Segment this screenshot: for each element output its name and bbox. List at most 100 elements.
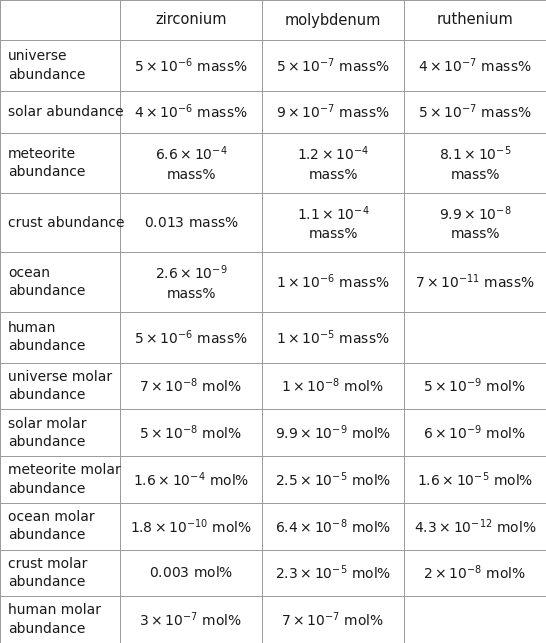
Bar — [120, 363, 262, 410]
Text: $2.5\times10^{-5}$ mol%: $2.5\times10^{-5}$ mol% — [275, 470, 391, 489]
Text: universe
abundance: universe abundance — [8, 50, 85, 82]
Bar — [262, 193, 404, 252]
Text: $1.6\times10^{-5}$ mol%: $1.6\times10^{-5}$ mol% — [417, 470, 533, 489]
Text: $2.3\times10^{-5}$ mol%: $2.3\times10^{-5}$ mol% — [275, 564, 391, 582]
Bar — [404, 91, 546, 134]
Bar — [262, 410, 404, 456]
Text: $4\times10^{-7}$ mass%: $4\times10^{-7}$ mass% — [418, 56, 532, 75]
Bar — [0, 503, 120, 550]
Bar — [262, 252, 404, 312]
Bar — [0, 550, 120, 596]
Bar — [120, 0, 262, 40]
Bar — [404, 456, 546, 503]
Bar — [404, 0, 546, 40]
Text: $1.2\times10^{-4}$
mass%: $1.2\times10^{-4}$ mass% — [297, 145, 369, 182]
Text: meteorite molar
abundance: meteorite molar abundance — [8, 464, 121, 496]
Text: universe molar
abundance: universe molar abundance — [8, 370, 112, 403]
Bar — [404, 410, 546, 456]
Bar — [404, 596, 546, 643]
Bar — [404, 40, 546, 91]
Bar — [262, 0, 404, 40]
Text: $5\times10^{-6}$ mass%: $5\times10^{-6}$ mass% — [134, 328, 248, 347]
Bar — [0, 596, 120, 643]
Bar — [0, 0, 120, 40]
Bar — [120, 312, 262, 363]
Bar — [262, 312, 404, 363]
Text: solar molar
abundance: solar molar abundance — [8, 417, 86, 449]
Text: $7\times10^{-8}$ mol%: $7\times10^{-8}$ mol% — [139, 377, 242, 395]
Bar — [0, 363, 120, 410]
Bar — [120, 503, 262, 550]
Text: $6.6\times10^{-4}$
mass%: $6.6\times10^{-4}$ mass% — [155, 145, 227, 182]
Text: $7\times10^{-7}$ mol%: $7\times10^{-7}$ mol% — [282, 610, 384, 629]
Bar — [120, 410, 262, 456]
Text: molybdenum: molybdenum — [285, 12, 381, 28]
Text: $8.1\times10^{-5}$
mass%: $8.1\times10^{-5}$ mass% — [439, 145, 511, 182]
Text: $1\times10^{-8}$ mol%: $1\times10^{-8}$ mol% — [282, 377, 384, 395]
Text: $5\times10^{-6}$ mass%: $5\times10^{-6}$ mass% — [134, 56, 248, 75]
Bar — [120, 91, 262, 134]
Bar — [120, 550, 262, 596]
Bar — [404, 193, 546, 252]
Bar — [404, 550, 546, 596]
Text: $1.8\times10^{-10}$ mol%: $1.8\times10^{-10}$ mol% — [130, 517, 252, 536]
Text: $1\times10^{-5}$ mass%: $1\times10^{-5}$ mass% — [276, 328, 390, 347]
Text: $6\times10^{-9}$ mol%: $6\times10^{-9}$ mol% — [424, 424, 526, 442]
Bar — [0, 410, 120, 456]
Text: $9.9\times10^{-9}$ mol%: $9.9\times10^{-9}$ mol% — [275, 424, 391, 442]
Text: $5\times10^{-8}$ mol%: $5\times10^{-8}$ mol% — [139, 424, 242, 442]
Bar — [0, 134, 120, 193]
Bar — [404, 134, 546, 193]
Bar — [120, 193, 262, 252]
Bar — [120, 252, 262, 312]
Bar — [262, 503, 404, 550]
Bar — [262, 134, 404, 193]
Text: $0.013$ mass%: $0.013$ mass% — [144, 215, 239, 230]
Text: ruthenium: ruthenium — [437, 12, 513, 28]
Bar — [262, 40, 404, 91]
Bar — [120, 456, 262, 503]
Bar — [0, 312, 120, 363]
Bar — [120, 596, 262, 643]
Text: $1.6\times10^{-4}$ mol%: $1.6\times10^{-4}$ mol% — [133, 470, 249, 489]
Bar — [404, 252, 546, 312]
Text: crust abundance: crust abundance — [8, 215, 124, 230]
Text: $3\times10^{-7}$ mol%: $3\times10^{-7}$ mol% — [139, 610, 242, 629]
Text: $4.3\times10^{-12}$ mol%: $4.3\times10^{-12}$ mol% — [414, 517, 536, 536]
Text: $4\times10^{-6}$ mass%: $4\times10^{-6}$ mass% — [134, 103, 248, 122]
Bar — [0, 252, 120, 312]
Bar — [120, 134, 262, 193]
Text: $6.4\times10^{-8}$ mol%: $6.4\times10^{-8}$ mol% — [275, 517, 391, 536]
Bar — [0, 456, 120, 503]
Text: human molar
abundance: human molar abundance — [8, 603, 101, 636]
Text: solar abundance: solar abundance — [8, 105, 123, 119]
Text: ocean molar
abundance: ocean molar abundance — [8, 510, 94, 543]
Text: $1.1\times10^{-4}$
mass%: $1.1\times10^{-4}$ mass% — [296, 204, 369, 241]
Text: zirconium: zirconium — [155, 12, 227, 28]
Text: $1\times10^{-6}$ mass%: $1\times10^{-6}$ mass% — [276, 273, 390, 291]
Text: $5\times10^{-9}$ mol%: $5\times10^{-9}$ mol% — [424, 377, 526, 395]
Bar — [262, 363, 404, 410]
Bar — [404, 503, 546, 550]
Text: human
abundance: human abundance — [8, 321, 85, 354]
Text: meteorite
abundance: meteorite abundance — [8, 147, 85, 179]
Bar — [262, 91, 404, 134]
Bar — [262, 596, 404, 643]
Text: $0.003$ mol%: $0.003$ mol% — [149, 565, 233, 581]
Bar — [120, 40, 262, 91]
Bar — [262, 456, 404, 503]
Bar — [0, 40, 120, 91]
Text: $7\times10^{-11}$ mass%: $7\times10^{-11}$ mass% — [415, 273, 535, 291]
Text: $2.6\times10^{-9}$
mass%: $2.6\times10^{-9}$ mass% — [155, 264, 227, 300]
Text: $2\times10^{-8}$ mol%: $2\times10^{-8}$ mol% — [424, 564, 526, 582]
Text: $5\times10^{-7}$ mass%: $5\times10^{-7}$ mass% — [418, 103, 532, 122]
Bar — [0, 193, 120, 252]
Text: $9\times10^{-7}$ mass%: $9\times10^{-7}$ mass% — [276, 103, 390, 122]
Bar — [0, 91, 120, 134]
Text: $5\times10^{-7}$ mass%: $5\times10^{-7}$ mass% — [276, 56, 390, 75]
Bar — [404, 312, 546, 363]
Text: $9.9\times10^{-8}$
mass%: $9.9\times10^{-8}$ mass% — [439, 204, 511, 241]
Text: crust molar
abundance: crust molar abundance — [8, 557, 87, 589]
Bar — [404, 363, 546, 410]
Text: ocean
abundance: ocean abundance — [8, 266, 85, 298]
